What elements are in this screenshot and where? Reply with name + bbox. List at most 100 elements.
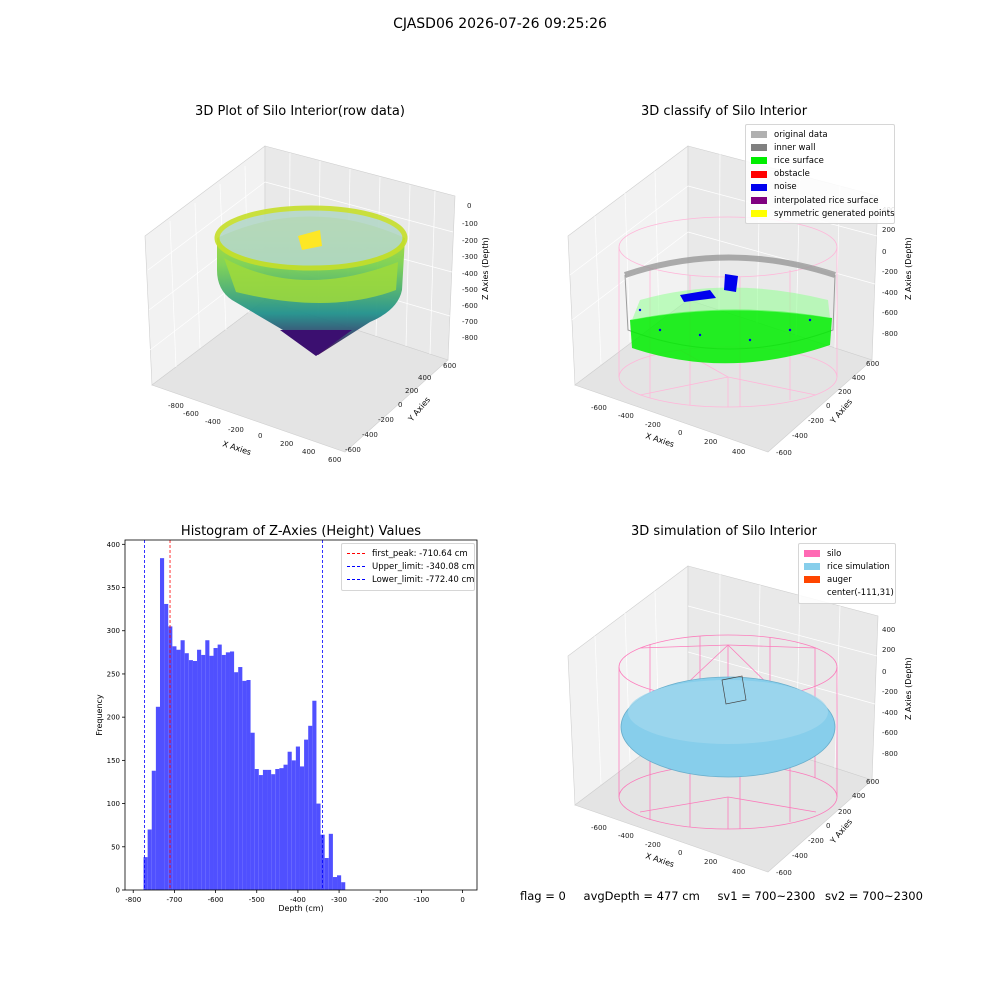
- legend-item-lower-limit: Lower_limit: -772.40 cm: [347, 573, 474, 586]
- legend-swatch: [804, 563, 820, 571]
- raw-xtick: -800: [168, 402, 184, 410]
- simulation-xtick: -600: [591, 824, 607, 832]
- histogram-xtick-label: -300: [331, 896, 347, 904]
- histogram-bar: [291, 760, 296, 890]
- legend-item-auger: auger: [804, 573, 890, 586]
- histogram-ylabel: Frequency: [95, 694, 104, 736]
- legend-label: auger: [827, 574, 852, 585]
- classify-rice-surface: [630, 309, 832, 364]
- histogram-xtick-label: -200: [372, 896, 388, 904]
- simulation-ytick: 0: [826, 822, 830, 830]
- legend-label: center(-111,31): [827, 588, 894, 599]
- histogram-bar: [176, 649, 181, 890]
- histogram-bar: [234, 672, 239, 890]
- simulation-rice-top-shade: [628, 680, 828, 744]
- legend-item-silo: silo: [804, 547, 890, 560]
- legend-label: interpolated rice surface: [774, 195, 879, 206]
- histogram-bar: [221, 654, 226, 890]
- histogram-ytick-label: 300: [107, 627, 120, 635]
- histogram-bar: [295, 746, 300, 890]
- histogram-bar: [246, 680, 251, 890]
- legend-item-original-data: original data: [751, 128, 889, 141]
- histogram-bar: [299, 766, 305, 890]
- raw-ytick: 200: [405, 387, 418, 395]
- legend-label: silo: [827, 548, 842, 559]
- simulation-ytick: -600: [776, 869, 792, 877]
- histogram-bar: [258, 775, 263, 890]
- simulation-ylabel: Y Axies: [828, 817, 854, 846]
- histogram-bar: [213, 648, 218, 890]
- legend-label: symmetric generated points: [774, 208, 895, 219]
- histogram-bar: [147, 829, 152, 890]
- histogram-bar: [279, 768, 284, 890]
- histogram-bar: [159, 558, 165, 890]
- legend-label: inner wall: [774, 142, 816, 153]
- histogram-legend: first_peak: -710.64 cm Upper_limit: -340…: [341, 543, 475, 591]
- legend-item-center: center(-111,31): [804, 587, 894, 600]
- histogram-bar: [217, 644, 222, 890]
- figure-title: CJASD06 2026-07-26 09:25:26: [393, 16, 607, 32]
- histogram-xtick-label: -600: [208, 896, 224, 904]
- legend-line: [347, 553, 365, 555]
- histogram-bar: [205, 640, 210, 890]
- histogram-bar: [308, 725, 313, 890]
- raw-xtick: -200: [228, 426, 244, 434]
- histogram-bar: [168, 626, 173, 890]
- histogram-bar: [324, 858, 329, 890]
- histogram-bar: [155, 706, 160, 890]
- status-sv2: sv2 = 700~2300: [825, 889, 923, 903]
- histogram-bar: [332, 877, 338, 890]
- raw-ztick: -800: [462, 334, 478, 342]
- legend-swatch: [751, 144, 767, 152]
- histogram-bar: [271, 774, 276, 890]
- raw-ztick: -100: [462, 220, 478, 228]
- histogram-bar: [201, 654, 206, 890]
- simulation-ztick: 200: [882, 646, 895, 654]
- simulation-plot-title: 3D simulation of Silo Interior: [631, 524, 817, 539]
- status-sv1: sv1 = 700~2300: [717, 889, 816, 903]
- legend-swatch: [751, 210, 767, 218]
- simulation-ztick: -400: [882, 709, 898, 717]
- histogram-bar: [143, 857, 148, 890]
- histogram-bar: [316, 803, 321, 890]
- classify-ztick: -800: [882, 330, 898, 338]
- raw-xtick: 600: [328, 456, 341, 464]
- raw-pane-floor: [151, 299, 449, 453]
- legend-item-upper-limit: Upper_limit: -340.08 cm: [347, 560, 475, 573]
- histogram-bar: [172, 646, 177, 890]
- legend-label: original data: [774, 129, 828, 140]
- simulation-ztick: -600: [882, 729, 898, 737]
- histogram-bar: [250, 732, 255, 890]
- raw-plot-title: 3D Plot of Silo Interior(row data): [195, 104, 405, 119]
- histogram-bar: [192, 660, 198, 890]
- histogram-bar: [267, 769, 272, 890]
- simulation-ytick: -400: [792, 852, 808, 860]
- classify-xtick: -600: [591, 404, 607, 412]
- histogram-xtick-label: -800: [125, 896, 141, 904]
- histogram-bar: [328, 833, 333, 890]
- raw-xtick: 400: [302, 448, 315, 456]
- histogram-xtick-label: -100: [413, 896, 429, 904]
- simulation-xtick: -400: [618, 832, 634, 840]
- histogram-ytick-label: 50: [111, 843, 120, 851]
- classify-ztick: 0: [882, 248, 886, 256]
- raw-xtick: 0: [258, 432, 262, 440]
- raw-zlabel: Z Axies (Depth): [481, 237, 490, 300]
- histogram-ytick-label: 0: [116, 887, 120, 895]
- histogram-ytick-label: 100: [107, 800, 120, 808]
- legend-label: Lower_limit: -772.40 cm: [372, 574, 475, 585]
- histogram-bar: [225, 652, 230, 890]
- legend-swatch: [804, 550, 820, 558]
- histogram-bar: [254, 769, 259, 890]
- legend-label: Upper_limit: -340.08 cm: [372, 561, 475, 572]
- raw-ytick: 600: [443, 362, 456, 370]
- raw-ztick: -300: [462, 253, 478, 261]
- histogram-axes-frame: [124, 539, 478, 891]
- histogram-bar: [188, 660, 193, 890]
- classify-ztick: -600: [882, 309, 898, 317]
- simulation-ztick: -200: [882, 688, 898, 696]
- raw-ztick: -200: [462, 237, 478, 245]
- legend-item-obstacle: obstacle: [751, 168, 889, 181]
- simulation-zlabel: Z Axies (Depth): [904, 657, 913, 720]
